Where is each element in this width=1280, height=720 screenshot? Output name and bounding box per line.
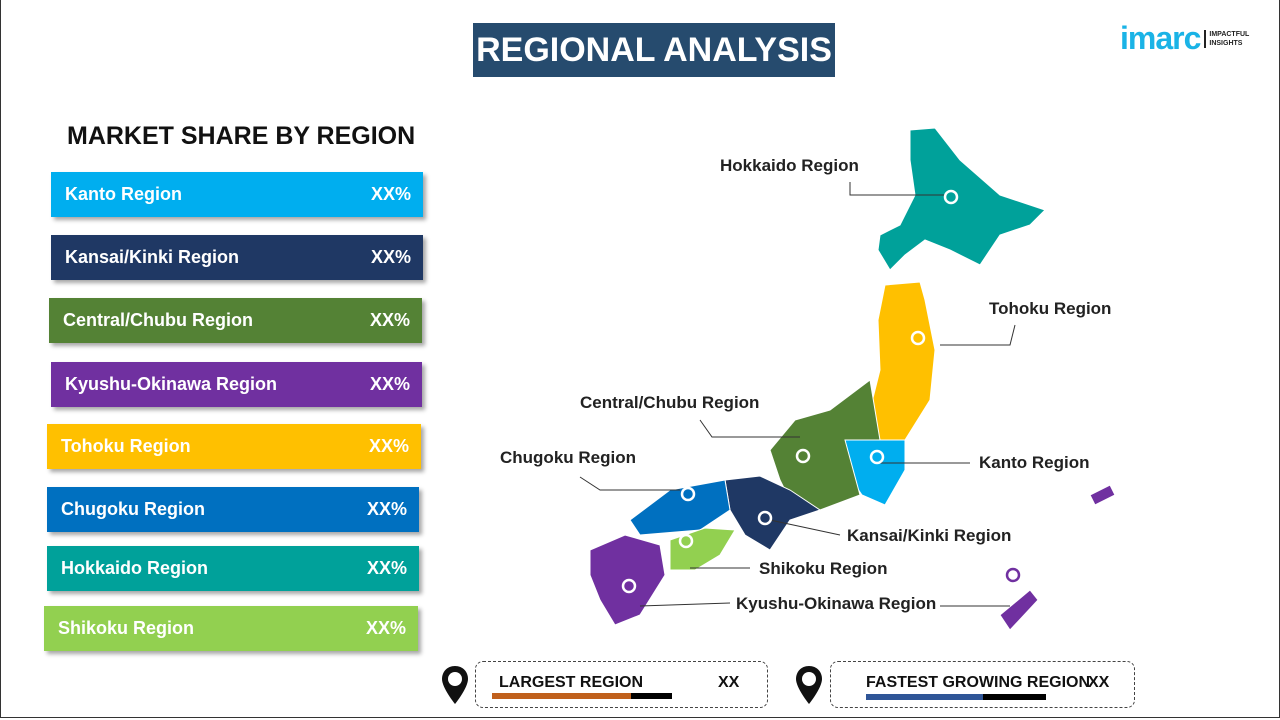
region-name: Chugoku Region — [61, 499, 205, 519]
map-label-hokkaido: Hokkaido Region — [720, 156, 859, 175]
region-bar: Chugoku Region XX% — [47, 487, 419, 532]
location-pin-icon — [442, 666, 468, 704]
map-label-kansai: Kansai/Kinki Region — [847, 526, 1012, 545]
region-share: XX% — [366, 499, 407, 519]
map-label-tohoku: Tohoku Region — [989, 299, 1112, 318]
map-label-chugoku: Chugoku Region — [500, 448, 636, 467]
section-title: MARKET SHARE BY REGION — [67, 122, 416, 150]
largest-region-bar — [492, 693, 672, 699]
map-hokkaido — [877, 127, 1046, 271]
fastest-region-bar — [866, 694, 1046, 700]
page-title: REGIONAL ANALYSIS — [473, 23, 835, 77]
map-tohoku — [869, 281, 936, 441]
map-okinawa — [999, 484, 1116, 631]
region-bar: Shikoku Region XX% — [44, 606, 418, 651]
region-bar: Central/Chubu Region XX% — [49, 298, 422, 343]
region-share: XX% — [370, 247, 411, 267]
largest-region-card: LARGEST REGION XX — [475, 661, 768, 708]
region-share: XX% — [370, 184, 411, 204]
region-bar: Hokkaido Region XX% — [47, 546, 419, 591]
region-bar: Tohoku Region XX% — [47, 424, 421, 469]
map-shikoku — [669, 527, 736, 571]
region-name: Central/Chubu Region — [63, 310, 253, 330]
region-share: XX% — [365, 618, 406, 638]
location-pin-icon — [796, 666, 822, 704]
region-share: XX% — [366, 558, 407, 578]
region-share: XX% — [369, 374, 410, 394]
region-bar: Kansai/Kinki Region XX% — [51, 235, 423, 280]
map-label-kanto: Kanto Region — [979, 453, 1090, 472]
region-name: Kyushu-Okinawa Region — [65, 374, 278, 394]
region-bar: Kyushu-Okinawa Region XX% — [51, 362, 422, 407]
map-label-central: Central/Chubu Region — [580, 393, 760, 412]
region-share: XX% — [368, 436, 409, 456]
region-bar: Kanto Region XX% — [51, 172, 423, 217]
imarc-logo: imarc IMPACTFUL INSIGHTS — [1120, 20, 1254, 57]
map-label-kyushu: Kyushu-Okinawa Region — [736, 594, 937, 613]
fastest-growing-region-card: FASTEST GROWING REGION XX — [830, 661, 1135, 708]
map-chugoku — [629, 479, 731, 536]
region-name: Kansai/Kinki Region — [65, 247, 240, 267]
region-name: Kanto Region — [65, 184, 182, 204]
map-label-shikoku: Shikoku Region — [759, 559, 888, 578]
region-name: Tohoku Region — [61, 436, 191, 456]
region-name: Hokkaido Region — [61, 558, 209, 578]
region-name: Shikoku Region — [58, 618, 195, 638]
region-share: XX% — [369, 310, 410, 330]
map-kansai — [724, 475, 822, 551]
